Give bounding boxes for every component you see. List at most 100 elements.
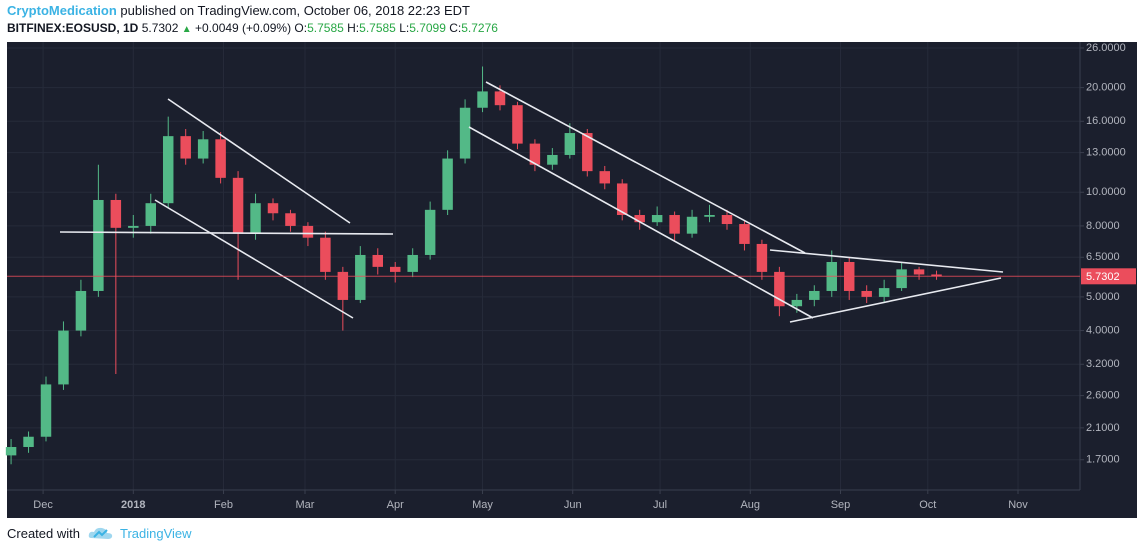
y-tick-label: 13.0000	[1086, 147, 1126, 159]
candle-body	[40, 384, 52, 437]
candle-body	[372, 254, 384, 267]
author[interactable]: CryptoMedication	[7, 3, 117, 18]
y-tick-label: 2.6000	[1086, 390, 1120, 402]
tradingview-link[interactable]: TradingView	[119, 525, 192, 541]
last-price: 5.7302	[141, 21, 179, 35]
candle-body	[58, 330, 69, 385]
candle-body	[162, 136, 174, 204]
close-value: 5.7276	[461, 21, 498, 35]
candle-body	[459, 107, 471, 159]
candle-body	[913, 269, 925, 275]
y-tick-label: 4.0000	[1086, 324, 1120, 336]
candle-body	[599, 171, 610, 184]
y-tick-label: 10.0000	[1086, 186, 1126, 198]
y-tick-label: 6.5000	[1086, 251, 1120, 263]
candle-body	[477, 91, 488, 108]
trendline	[167, 98, 351, 224]
candle-body	[197, 139, 209, 159]
candle-body	[128, 225, 139, 228]
open-value: 5.7585	[307, 21, 344, 35]
x-tick-label: Dec	[33, 499, 53, 511]
candle-body	[809, 290, 820, 300]
x-tick-label: Apr	[387, 499, 404, 511]
x-tick-label: Feb	[214, 499, 233, 511]
candle-body	[23, 436, 34, 447]
footer: Created with TradingView	[7, 525, 192, 541]
change: +0.0049 (+0.09%)	[195, 21, 292, 35]
candle-body	[285, 213, 296, 226]
y-tick-label: 2.1000	[1086, 422, 1120, 434]
candle-body	[686, 216, 698, 234]
low-label: L:	[399, 21, 410, 35]
candle-body	[861, 290, 872, 297]
trendline	[468, 126, 814, 319]
candle-body	[494, 91, 506, 106]
candle-body	[791, 299, 803, 307]
open-label: O:	[294, 21, 308, 35]
candles	[5, 66, 942, 465]
created-with: Created with	[7, 525, 80, 541]
candle-body	[547, 154, 558, 165]
y-tick-label: 1.7000	[1086, 454, 1120, 466]
symbol: BITFINEX:EOSUSD, 1D	[7, 21, 139, 35]
y-tick-label: 26.0000	[1086, 42, 1126, 54]
y-tick-label: 16.0000	[1086, 115, 1126, 127]
candle-body	[704, 215, 715, 217]
y-tick-label: 5.0000	[1086, 291, 1120, 303]
x-tick-label: Jul	[653, 499, 667, 511]
candle-body	[5, 446, 17, 456]
high-value: 5.7585	[359, 21, 396, 35]
candle-body	[634, 215, 645, 223]
publish-info: published on TradingView.com, October 06…	[120, 3, 470, 18]
x-tick-label: Aug	[740, 499, 760, 511]
candle-body	[931, 274, 942, 277]
candle-body	[407, 254, 418, 272]
candle-body	[215, 139, 226, 178]
y-tick-label: 3.2000	[1086, 358, 1120, 370]
trendline	[769, 249, 1004, 273]
candle-body	[320, 237, 331, 272]
candle-body	[651, 215, 663, 223]
candle-body	[145, 203, 157, 226]
symbol-line: BITFINEX:EOSUSD, 1D 5.7302 ▲ +0.0049 (+0…	[7, 21, 498, 35]
candle-body	[355, 254, 366, 300]
candle-body	[337, 271, 349, 300]
candle-body	[529, 143, 541, 165]
last-price-box	[1081, 268, 1136, 285]
candle-body	[302, 225, 314, 238]
close-label: C:	[449, 21, 462, 35]
candle-body	[93, 199, 104, 291]
x-tick-label: May	[472, 499, 493, 511]
candle-body	[564, 133, 576, 155]
candle-body	[721, 215, 733, 225]
candle-body	[110, 199, 122, 228]
candle-body	[774, 271, 785, 307]
last-price-label: 5.7302	[1086, 271, 1120, 283]
up-arrow: ▲	[181, 24, 192, 35]
trendlines	[59, 81, 1004, 323]
candle-body	[75, 290, 87, 331]
tradingview-logo[interactable]	[88, 525, 114, 541]
candle-body	[739, 224, 750, 244]
trendline	[485, 81, 806, 254]
chart-background	[7, 42, 1137, 518]
x-tick-label: 2018	[121, 499, 145, 511]
x-tick-label: Jun	[564, 499, 582, 511]
candle-body	[389, 266, 401, 272]
x-tick-label: Mar	[296, 499, 315, 511]
candle-body	[669, 215, 680, 234]
candle-body	[267, 203, 279, 214]
y-tick-label: 20.0000	[1086, 81, 1126, 93]
publish-line: CryptoMedication published on TradingVie…	[7, 3, 470, 18]
candle-body	[424, 209, 436, 255]
trendline	[154, 199, 354, 319]
trendline	[59, 231, 394, 235]
x-tick-label: Nov	[1008, 499, 1028, 511]
x-tick-label: Oct	[919, 499, 936, 511]
high-label: H:	[347, 21, 360, 35]
candle-body	[878, 288, 890, 297]
low-value: 5.7099	[409, 21, 446, 35]
axes: 26.0000 20.0000 16.0000 13.0000 10.0000 8.000…	[7, 42, 1136, 511]
chart: 26.0000 20.0000 16.0000 13.0000 10.0000 8.000…	[5, 42, 1137, 518]
candle-body	[616, 183, 628, 216]
